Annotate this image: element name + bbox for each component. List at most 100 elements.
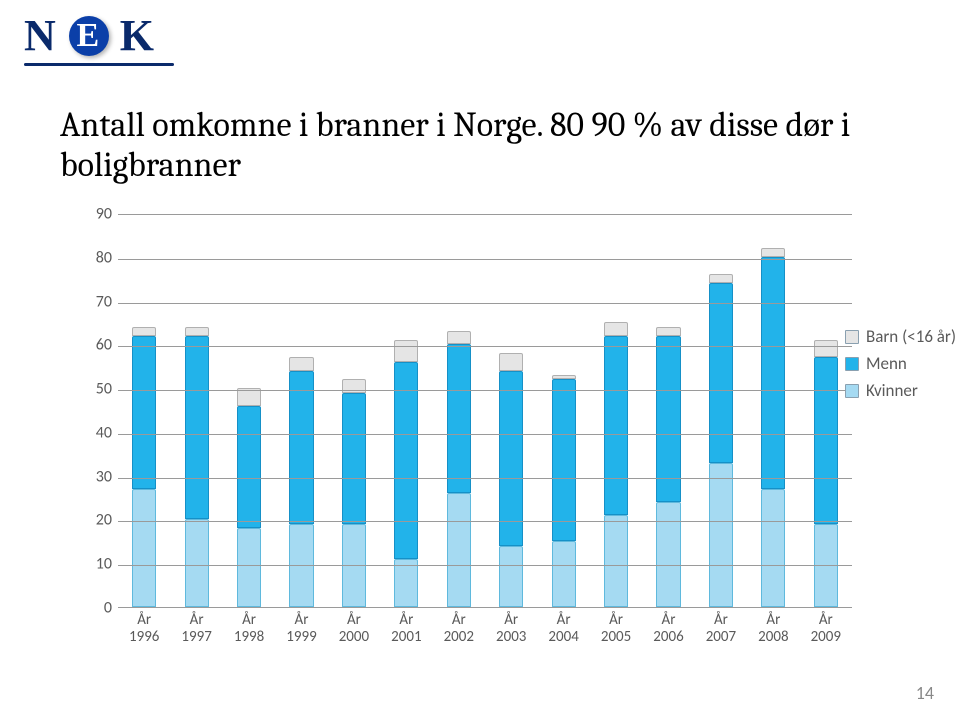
bar-segment-menn [761,257,785,489]
gridline [118,521,852,522]
x-axis-label: År1999 [275,612,327,647]
bar-segment-barn [761,248,785,257]
bar [761,213,785,607]
gridline [118,303,852,304]
x-axis-label: År2000 [328,612,380,647]
y-axis-label: 0 [82,599,112,618]
legend-label: Barn (<16 år) [866,326,956,347]
bar [237,213,261,607]
bar-segment-menn [185,336,209,520]
y-axis-label: 40 [82,423,112,442]
bar-segment-barn [185,327,209,336]
bar-segment-barn [604,322,628,335]
bar [552,213,576,607]
y-axis-label: 80 [82,248,112,267]
x-axis-label: År1996 [118,612,170,647]
bar-segment-barn [656,327,680,336]
bar-segment-menn [499,371,523,546]
y-axis-label: 30 [82,467,112,486]
gridline [118,565,852,566]
bar-segment-menn [447,344,471,493]
bar [185,213,209,607]
bar-segment-kvinner [447,493,471,607]
y-axis-label: 70 [82,292,112,311]
logo-letter-e: E [69,16,109,56]
bar [499,213,523,607]
bar-segment-menn [709,283,733,462]
bar-segment-kvinner [709,463,733,607]
y-axis-label: 50 [82,380,112,399]
title-line1: Antall omkomne i branner i Norge. 80 90 … [60,105,850,145]
bar-segment-kvinner [604,515,628,607]
bar [709,213,733,607]
bar-segment-menn [814,357,838,523]
logo-underline [24,63,174,66]
bar [447,213,471,607]
logo: N E K [24,10,174,66]
bar-segment-kvinner [656,502,680,607]
x-axis-label: År2006 [642,612,694,647]
x-axis-label: År1998 [223,612,275,647]
plot-area [118,214,852,608]
y-axis-label: 20 [82,511,112,530]
bar-segment-barn [289,357,313,370]
legend: Barn (<16 år) Menn Kvinner [845,326,956,407]
gridline [118,346,852,347]
page-number: 14 [916,682,934,704]
y-axis-label: 90 [82,205,112,224]
legend-swatch [845,330,859,344]
bars-group [118,215,852,607]
bar-segment-kvinner [499,546,523,607]
bar [132,213,156,607]
y-axis-label: 10 [82,555,112,574]
bar-segment-kvinner [237,528,261,607]
bar-segment-menn [237,406,261,529]
legend-swatch [845,384,859,398]
page-title: Antall omkomne i branner i Norge. 80 90 … [60,105,850,185]
bar-segment-menn [394,362,418,559]
legend-item: Barn (<16 år) [845,326,956,347]
bar-segment-kvinner [132,489,156,607]
x-axis-label: År2005 [590,612,642,647]
bar-segment-menn [342,393,366,524]
logo-letter-n: N [24,11,58,60]
x-axis-label: År2001 [380,612,432,647]
bar-segment-kvinner [552,541,576,607]
bar-segment-barn [132,327,156,336]
bar-segment-kvinner [761,489,785,607]
bar [656,213,680,607]
legend-item: Kvinner [845,380,956,401]
legend-item: Menn [845,353,956,374]
bar-segment-menn [289,371,313,524]
x-axis-label: År2009 [800,612,852,647]
chart: 0102030405060708090År1996År1997År1998År1… [82,214,852,644]
x-axis-label: År2002 [433,612,485,647]
bar-segment-kvinner [185,519,209,607]
title-line2: boligbranner [60,145,850,185]
bar [289,213,313,607]
x-axis-label: År1997 [170,612,222,647]
bar [394,213,418,607]
x-axis-label: År2003 [485,612,537,647]
x-axis-label: År2008 [747,612,799,647]
bar [814,213,838,607]
bar-segment-barn [499,353,523,371]
bar-segment-barn [814,340,838,358]
bar-segment-barn [709,274,733,283]
legend-swatch [845,357,859,371]
gridline [118,390,852,391]
bar-segment-barn [447,331,471,344]
bar-segment-barn [394,340,418,362]
bar [604,213,628,607]
bar-segment-menn [552,379,576,541]
bar [342,213,366,607]
gridline [118,259,852,260]
x-axis-label: År2007 [695,612,747,647]
legend-label: Kvinner [866,380,918,401]
bar-segment-menn [604,336,628,515]
gridline [118,478,852,479]
y-axis-label: 60 [82,336,112,355]
bar-segment-menn [132,336,156,489]
x-axis-label: År2004 [537,612,589,647]
logo-letter-k: K [120,11,156,60]
